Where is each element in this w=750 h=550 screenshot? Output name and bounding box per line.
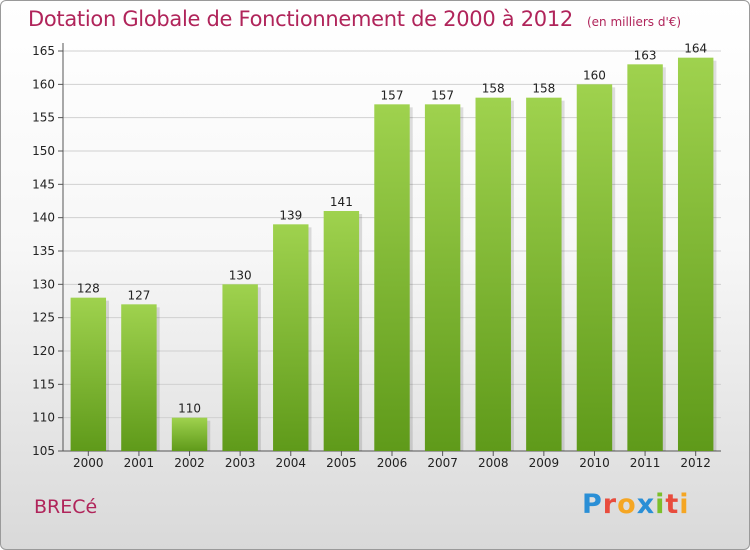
logo-letter: t	[665, 489, 680, 520]
x-tick-label: 2003	[225, 456, 256, 470]
y-tick-label: 140	[32, 211, 55, 225]
logo-letter: i	[679, 489, 690, 520]
bar	[424, 104, 461, 451]
x-tick-label: 2011	[630, 456, 661, 470]
y-tick-label: 145	[32, 177, 55, 191]
bar	[374, 104, 410, 451]
logo-letter: r	[602, 489, 618, 520]
y-tick-label: 125	[32, 311, 55, 325]
y-tick-label: 110	[32, 411, 55, 425]
y-tick-label: 105	[32, 444, 55, 458]
x-tick-label: 2009	[529, 456, 560, 470]
bar	[323, 211, 360, 451]
bar-value-label: 141	[330, 195, 353, 209]
logo-letter: o	[617, 489, 637, 520]
x-tick-label: 2000	[73, 456, 104, 470]
y-tick-label: 135	[32, 244, 55, 258]
bar-value-label: 139	[279, 208, 302, 222]
bar-value-label: 128	[77, 282, 100, 296]
y-tick-label: 150	[32, 144, 55, 158]
bar-value-label: 164	[684, 42, 707, 56]
bar	[273, 224, 309, 451]
chart-title-text: Dotation Globale de Fonctionnement de 20…	[28, 7, 573, 31]
chart-subtitle: (en milliers d'€)	[586, 15, 682, 29]
bar	[121, 304, 157, 451]
bar	[627, 64, 663, 452]
bar-value-label: 160	[583, 68, 606, 82]
bars	[70, 57, 717, 452]
bar-value-label: 158	[482, 82, 505, 96]
y-tick-label: 115	[32, 377, 55, 391]
x-tick-label: 2005	[326, 456, 357, 470]
logo-letter: x	[636, 489, 656, 520]
bar-value-label: 158	[532, 82, 555, 96]
x-tick-label: 2008	[478, 456, 509, 470]
bar	[526, 97, 562, 452]
bar-value-label: 130	[229, 268, 252, 282]
labels: 105 110 115 120 125 130 135 140 145 150 155 160 165 1…	[32, 42, 711, 470]
x-tick-label: 2007	[427, 456, 458, 470]
bar	[70, 297, 107, 451]
bar-value-label: 127	[127, 288, 150, 302]
x-tick-label: 2001	[124, 456, 155, 470]
x-tick-label: 2002	[174, 456, 205, 470]
y-tick-label: 120	[32, 344, 55, 358]
bar-value-label: 157	[381, 88, 404, 102]
bar	[576, 84, 613, 451]
y-tick-label: 165	[32, 44, 55, 58]
x-tick-label: 2012	[680, 456, 711, 470]
bar	[677, 57, 714, 452]
chart-title: Dotation Globale de Fonctionnement de 20…	[28, 7, 681, 31]
y-tick-label: 155	[32, 111, 55, 125]
y-tick-label: 130	[32, 277, 55, 291]
commune-name: BRECé	[34, 496, 98, 518]
bar	[171, 417, 208, 451]
proxiti-logo[interactable]: Proxiti	[582, 489, 690, 520]
bar	[475, 97, 511, 452]
x-tick-label: 2004	[275, 456, 306, 470]
y-tick-label: 160	[32, 77, 55, 91]
x-tick-label: 2006	[377, 456, 408, 470]
logo-letter: P	[582, 489, 603, 520]
bar-value-label: 163	[634, 48, 657, 62]
x-tick-label: 2010	[579, 456, 610, 470]
bar-value-label: 157	[431, 88, 454, 102]
logo-letter: i	[655, 489, 666, 520]
bar-value-label: 110	[178, 402, 201, 416]
bar	[222, 284, 258, 451]
